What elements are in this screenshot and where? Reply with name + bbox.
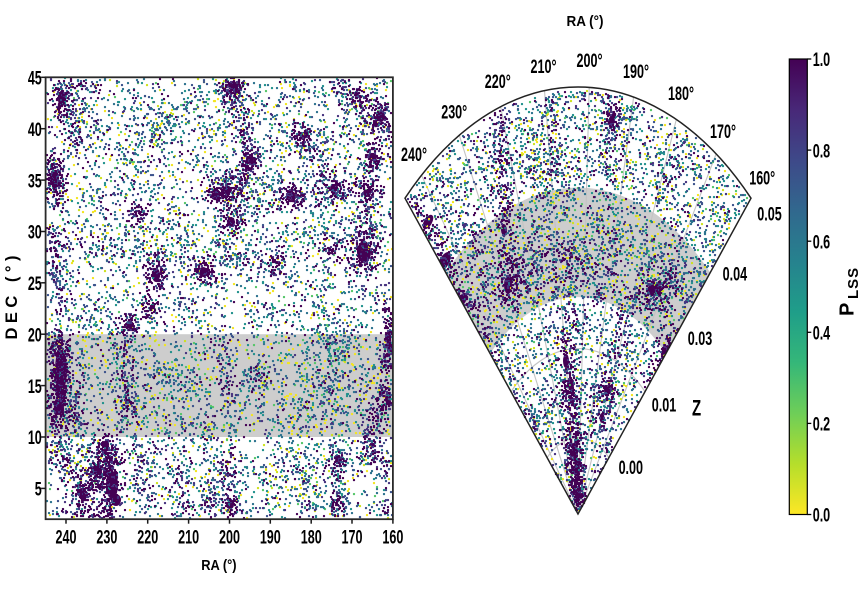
svg-text:200°: 200° (577, 51, 603, 72)
svg-text:230°: 230° (441, 102, 467, 123)
svg-text:5: 5 (35, 479, 42, 500)
svg-text:170: 170 (342, 527, 363, 548)
svg-text:1.0: 1.0 (813, 50, 830, 71)
svg-text:RA (°): RA (°) (566, 13, 603, 30)
svg-text:0.0: 0.0 (813, 505, 830, 526)
svg-text:220: 220 (137, 527, 158, 548)
svg-text:25: 25 (28, 273, 42, 294)
svg-text:200: 200 (219, 527, 240, 548)
svg-text:15: 15 (28, 376, 42, 397)
svg-text:240: 240 (56, 527, 77, 548)
svg-text:P: P (837, 303, 859, 316)
svg-text:210°: 210° (531, 57, 557, 78)
svg-text:0.8: 0.8 (813, 141, 830, 162)
svg-text:0.04: 0.04 (723, 264, 748, 285)
svg-text:160: 160 (382, 527, 403, 548)
svg-text:0.2: 0.2 (813, 414, 830, 435)
svg-text:240°: 240° (401, 144, 427, 165)
svg-text:10: 10 (28, 428, 42, 449)
svg-text:LSS: LSS (845, 267, 860, 299)
svg-text:0.6: 0.6 (813, 232, 830, 253)
svg-text:180: 180 (301, 527, 322, 548)
svg-text:0.00: 0.00 (619, 457, 643, 478)
svg-text:160°: 160° (749, 168, 775, 189)
svg-text:0.4: 0.4 (813, 323, 831, 344)
svg-text:30: 30 (28, 222, 42, 243)
svg-text:210: 210 (178, 527, 199, 548)
svg-text:45: 45 (28, 68, 42, 89)
svg-text:190°: 190° (623, 62, 649, 83)
svg-text:0.01: 0.01 (652, 395, 676, 416)
svg-text:220°: 220° (485, 71, 511, 92)
svg-text:0.05: 0.05 (757, 204, 781, 225)
svg-text:40: 40 (28, 119, 42, 140)
svg-text:180°: 180° (668, 84, 694, 105)
svg-text:170°: 170° (710, 122, 736, 143)
svg-text:35: 35 (28, 171, 42, 192)
svg-text:230: 230 (96, 527, 117, 548)
svg-text:RA (°): RA (°) (201, 558, 236, 574)
svg-text:190: 190 (260, 527, 281, 548)
svg-text:20: 20 (28, 325, 42, 346)
svg-text:Z: Z (692, 396, 701, 421)
svg-text:0.03: 0.03 (688, 328, 712, 349)
